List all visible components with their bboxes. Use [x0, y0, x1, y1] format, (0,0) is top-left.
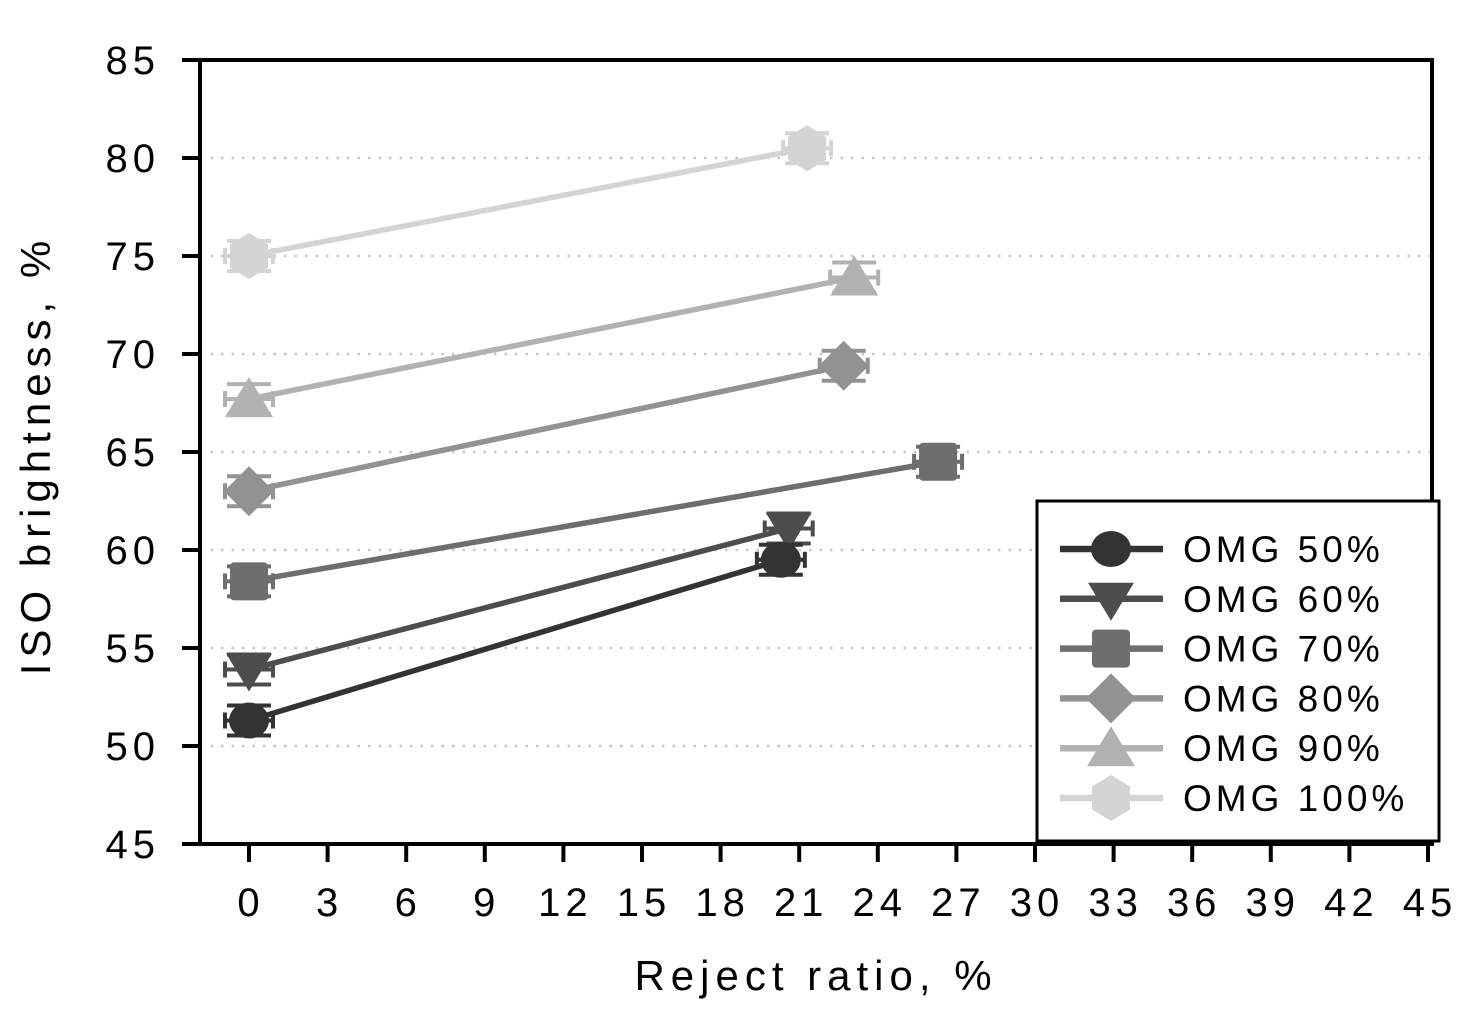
hexagon-icon — [1092, 775, 1130, 821]
legend-label: OMG 100% — [1183, 778, 1408, 819]
x-tick-label-39: 39 — [1246, 881, 1301, 925]
legend-label: OMG 80% — [1183, 678, 1384, 719]
legend-label: OMG 70% — [1183, 629, 1384, 670]
legend-item-omg-70-: OMG 70% — [1060, 629, 1384, 670]
x-tick-label-6: 6 — [395, 881, 422, 925]
series-line — [248, 459, 939, 585]
legend-item-omg-50-: OMG 50% — [1060, 529, 1384, 570]
legend-label: OMG 90% — [1183, 728, 1384, 769]
x-tick-label-30: 30 — [1010, 881, 1065, 925]
x-tick-label-36: 36 — [1167, 881, 1222, 925]
y-tick-label-45: 45 — [106, 823, 161, 867]
legend-item-omg-80-: OMG 80% — [1060, 673, 1384, 724]
x-tick-label-21: 21 — [774, 881, 829, 925]
circle-marker-0 — [229, 702, 269, 739]
x-tick-label-18: 18 — [695, 881, 750, 925]
triangle-up-icon — [1087, 726, 1135, 767]
circle-marker-1 — [760, 541, 801, 578]
x-tick-label-3: 3 — [316, 881, 343, 925]
legend-label: OMG 60% — [1183, 579, 1384, 620]
circle-icon — [1091, 531, 1131, 567]
series-omg-70- — [223, 442, 965, 601]
x-tick-label-42: 42 — [1324, 881, 1379, 925]
y-tick-label-75: 75 — [106, 235, 161, 279]
series-line — [248, 145, 808, 259]
y-tick-label-70: 70 — [106, 333, 161, 377]
x-tick-label-15: 15 — [617, 881, 672, 925]
hexagon-marker-0 — [230, 233, 268, 279]
legend-item-omg-90-: OMG 90% — [1060, 726, 1384, 769]
x-tick-label-24: 24 — [853, 881, 908, 925]
y-tick-label-65: 65 — [106, 431, 161, 475]
legend: OMG 50% OMG 60% OMG 70% OMG 80% OMG 90% OMG 1… — [1035, 499, 1441, 843]
series-omg-90- — [223, 255, 881, 418]
y-tick-label-55: 55 — [106, 627, 161, 671]
x-tick-label-45: 45 — [1403, 881, 1458, 925]
y-tick-label-60: 60 — [106, 529, 161, 573]
series-line — [248, 363, 845, 494]
square-marker-0 — [230, 562, 268, 601]
x-tick-label-27: 27 — [931, 881, 986, 925]
x-tick-label-12: 12 — [538, 881, 593, 925]
triangle-down-marker-1 — [765, 512, 812, 551]
y-tick-label-50: 50 — [106, 725, 161, 769]
series-line — [248, 274, 855, 402]
x-axis-title: Reject ratio, % — [634, 952, 998, 999]
triangle-down-marker-0 — [226, 653, 272, 692]
legend-item-omg-100-: OMG 100% — [1060, 775, 1408, 821]
series-omg-50- — [223, 541, 807, 739]
diamond-icon — [1086, 673, 1136, 724]
series-omg-60- — [223, 511, 815, 692]
x-tick-label-33: 33 — [1088, 881, 1143, 925]
triangle-down-icon — [1088, 582, 1134, 621]
hexagon-marker-1 — [788, 125, 827, 172]
square-marker-1 — [919, 442, 958, 481]
series-line — [248, 525, 790, 673]
diamond-marker-1 — [818, 340, 869, 391]
series-omg-100- — [223, 125, 834, 279]
triangle-up-marker-1 — [830, 255, 879, 296]
y-tick-label-80: 80 — [106, 137, 161, 181]
legend-item-omg-60-: OMG 60% — [1060, 579, 1384, 621]
series-omg-80- — [223, 340, 870, 517]
diamond-marker-0 — [224, 466, 274, 517]
x-tick-label-9: 9 — [473, 881, 500, 925]
square-icon — [1092, 629, 1130, 668]
triangle-up-marker-0 — [225, 377, 273, 418]
y-tick-label-85: 85 — [106, 39, 161, 83]
x-tick-label-0: 0 — [237, 881, 264, 925]
legend-label: OMG 50% — [1183, 529, 1384, 570]
series-line — [248, 557, 782, 724]
y-axis-title: ISO brightness, % — [12, 234, 59, 676]
